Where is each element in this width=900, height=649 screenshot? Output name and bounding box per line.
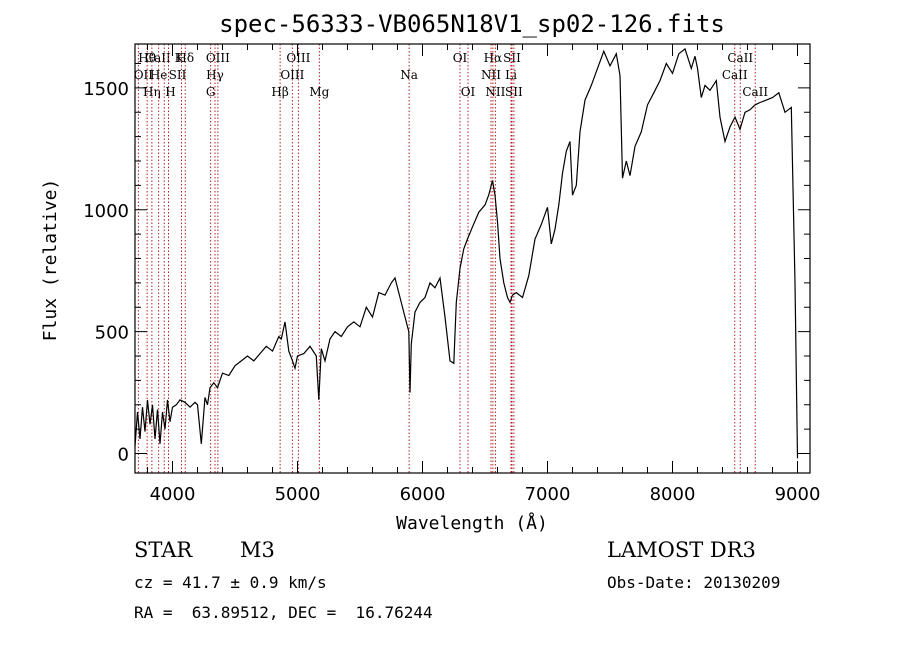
line-marker-label: Hγ [206,68,224,82]
line-marker-label: OIII [206,51,230,65]
y-axis-label: Flux (relative) [40,179,61,342]
line-marker-label: CaII [727,51,753,65]
spectrum-series-line [134,47,799,459]
line-marker-label: OII [134,68,154,82]
line-marker-label: Na [400,68,418,82]
x-tick-label: 5000 [275,484,321,505]
line-marker-label: Hδ [176,51,194,65]
plot-frame [134,43,811,474]
line-marker-label: H [165,85,175,99]
x-tick-label: 8000 [650,484,696,505]
redshift-velocity: cz = 41.7 ± 0.9 km/s [134,573,327,592]
x-axis-label: Wavelength (Å) [396,512,548,534]
x-axis-ticks: 4000 5000 6000 7000 8000 9000 [147,44,821,505]
line-marker-label: Li [505,68,517,82]
x-tick-label: 6000 [400,484,446,505]
survey-name: LAMOST DR3 [607,538,756,562]
line-marker-label: G [206,85,216,99]
chart-title: spec-56333-VB065N18V1_sp02-126.fits [219,10,725,38]
line-marker-label: NII [481,68,501,82]
line-marker-label: OI [453,51,468,65]
object-class: STAR [134,538,193,562]
line-marker-label: He [150,68,168,82]
observation-date: Obs-Date: 20130209 [607,573,781,592]
line-marker-label: NII [485,85,505,99]
line-marker-label: OIII [280,68,304,82]
y-tick-label: 1500 [83,79,129,100]
line-marker-label: CaII [722,68,748,82]
line-marker-label: SII [169,68,187,82]
y-tick-label: 0 [118,445,129,466]
line-marker-label: Mg [309,85,329,99]
line-marker-label: CaII [742,85,768,99]
line-marker-label: CaII K [145,51,185,65]
sky-coordinates: RA = 63.89512, DEC = 16.76244 [134,603,433,622]
line-marker-label: SII [503,51,521,65]
y-tick-label: 1000 [83,201,129,222]
line-marker-label: OIII [286,51,310,65]
y-tick-label: 500 [95,323,129,344]
x-tick-label: 9000 [775,484,821,505]
line-marker-label: Hβ [271,85,288,99]
line-marker-label: SII [505,85,523,99]
x-tick-label: 4000 [150,484,196,505]
object-subclass: M3 [240,538,275,562]
line-marker-label: Hα [484,51,503,65]
line-marker-label: Hη [143,85,161,99]
x-tick-label: 7000 [525,484,571,505]
line-marker-label: OI [461,85,476,99]
y-axis-ticks: 0 500 1000 1500 [83,63,810,466]
